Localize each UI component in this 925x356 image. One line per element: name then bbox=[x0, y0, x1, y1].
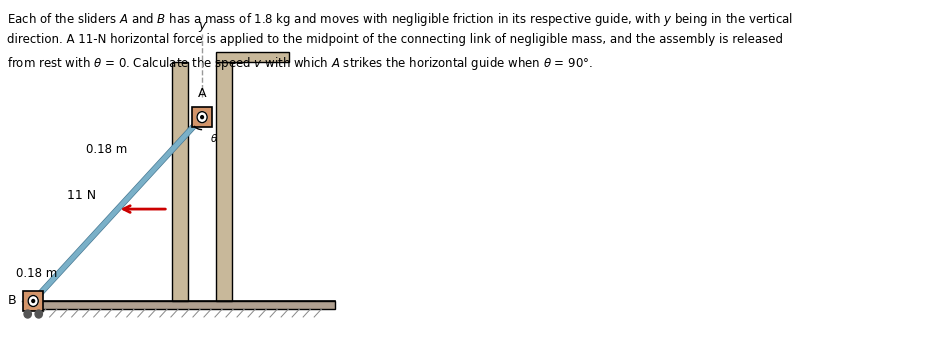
Text: 11 N: 11 N bbox=[68, 189, 96, 202]
Bar bbox=[192, 107, 212, 127]
Circle shape bbox=[197, 112, 207, 123]
Text: B: B bbox=[8, 294, 17, 308]
Bar bbox=[172, 62, 189, 301]
Circle shape bbox=[35, 310, 43, 318]
Circle shape bbox=[28, 295, 38, 307]
Text: x: x bbox=[32, 294, 40, 308]
Text: θ: θ bbox=[211, 134, 217, 144]
Text: from rest with $\theta$ = 0. Calculate the speed $v$ with which $A$ strikes the : from rest with $\theta$ = 0. Calculate t… bbox=[7, 55, 593, 72]
Bar bbox=[216, 52, 290, 62]
Text: 0.18 m: 0.18 m bbox=[86, 143, 128, 156]
Circle shape bbox=[24, 310, 31, 318]
Bar bbox=[23, 291, 43, 311]
Circle shape bbox=[201, 116, 204, 119]
Bar bbox=[42, 301, 335, 309]
Text: 0.18 m: 0.18 m bbox=[16, 267, 57, 280]
Text: Each of the sliders $A$ and $B$ has a mass of 1.8 kg and moves with negligible f: Each of the sliders $A$ and $B$ has a ma… bbox=[7, 11, 794, 28]
Bar bbox=[216, 62, 232, 301]
Text: direction. A 11-N horizontal force is applied to the midpoint of the connecting : direction. A 11-N horizontal force is ap… bbox=[7, 33, 783, 46]
Circle shape bbox=[31, 299, 34, 303]
Text: A: A bbox=[198, 87, 206, 100]
Text: y: y bbox=[198, 19, 205, 32]
